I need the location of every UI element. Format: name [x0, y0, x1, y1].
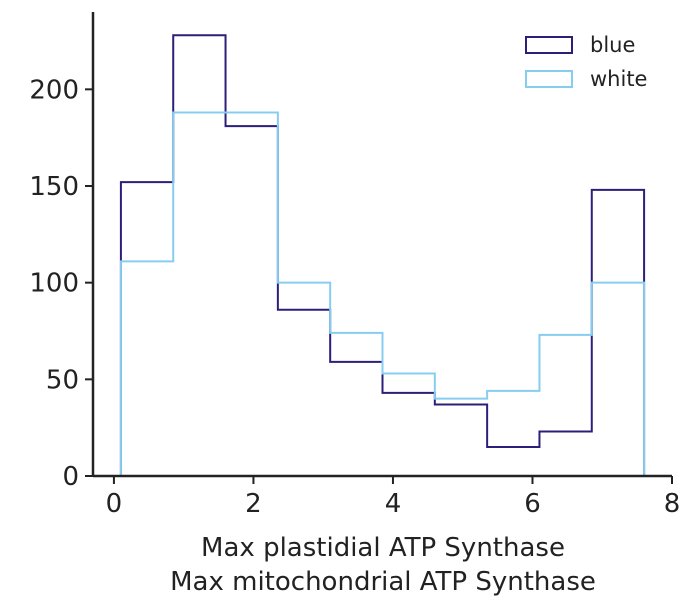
y-tick-label: 150: [29, 172, 79, 202]
histogram-series-blue: [119, 34, 646, 476]
legend-swatch-white: [525, 70, 573, 88]
x-axis: 0 2 4 6 8: [93, 474, 681, 519]
y-axis: 0 50 100 150 200: [29, 12, 95, 492]
y-tick-label: 0: [62, 462, 79, 492]
legend-label-blue: blue: [590, 33, 635, 57]
x-tick-label: 2: [245, 489, 262, 519]
x-tick-label: 8: [664, 489, 681, 519]
legend-swatch-blue: [525, 36, 573, 54]
x-axis-title-line-1: Max plastidial ATP Synthase: [201, 533, 565, 563]
x-tick-label: 4: [385, 489, 402, 519]
legend: blue white: [525, 33, 647, 91]
x-axis-title-line-2: Max mitochondrial ATP Synthase: [170, 567, 596, 597]
x-tick-label: 6: [524, 489, 541, 519]
x-tick-label: 0: [106, 489, 123, 519]
y-tick-label: 200: [29, 75, 79, 105]
y-tick-label: 50: [46, 365, 79, 395]
y-tick-label: 100: [29, 269, 79, 299]
legend-label-white: white: [590, 67, 647, 91]
plot-area: [119, 34, 646, 476]
histogram-series-white: [119, 111, 646, 476]
